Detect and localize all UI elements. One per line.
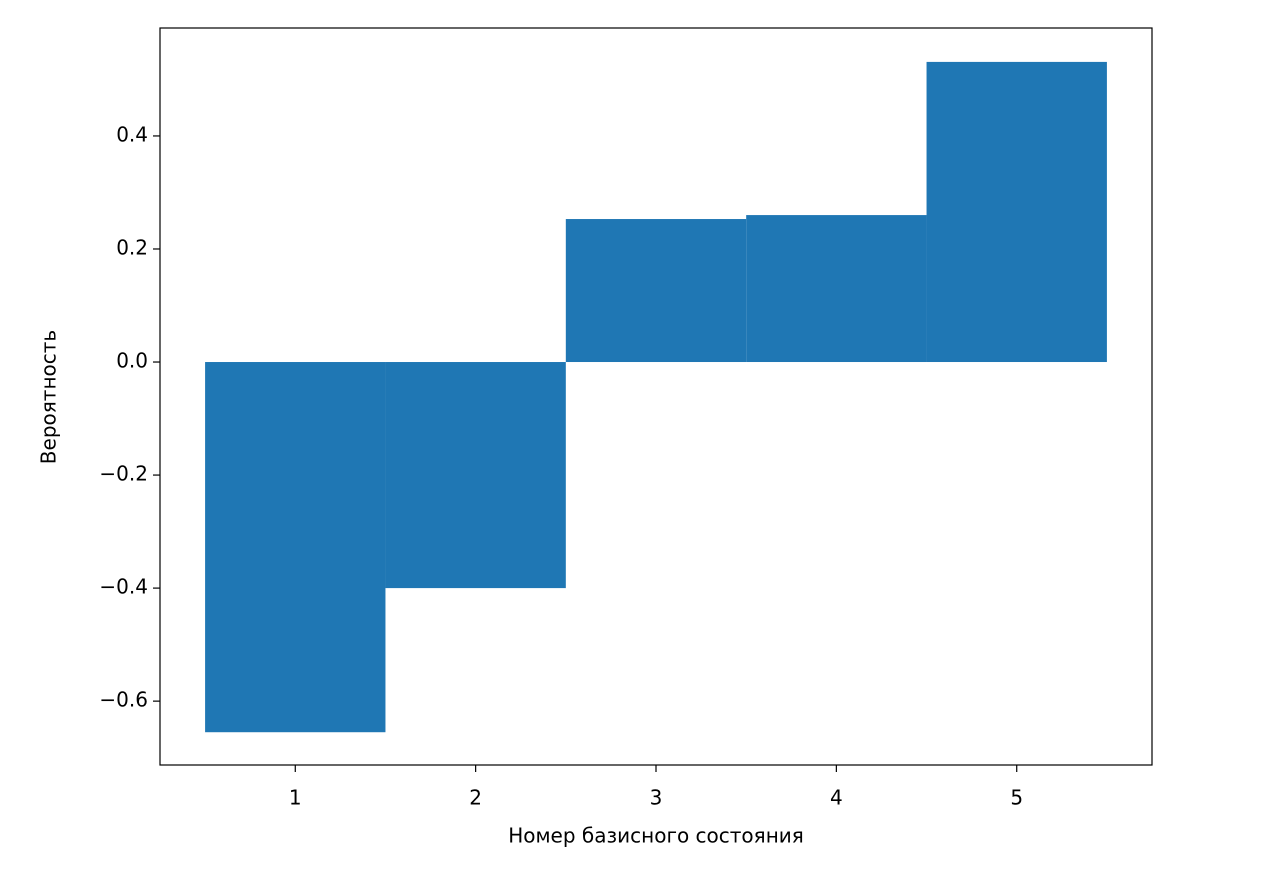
bar — [926, 61, 1107, 363]
y-tick-label: −0.2 — [99, 462, 148, 486]
x-tick-label: 1 — [289, 786, 302, 810]
x-tick-label: 5 — [1010, 786, 1023, 810]
y-tick-label: −0.4 — [99, 575, 148, 599]
y-tick-label: 0.0 — [116, 349, 148, 373]
y-tick-label: 0.2 — [116, 235, 148, 259]
bar — [205, 362, 386, 733]
bar — [385, 362, 566, 589]
x-tick-label: 3 — [650, 786, 663, 810]
bar — [746, 215, 927, 363]
y-axis-label: Вероятность — [37, 330, 61, 464]
plot-frame — [159, 27, 1153, 766]
x-axis-label: Номер базисного состояния — [508, 824, 804, 848]
x-tick-label: 2 — [469, 786, 482, 810]
bar — [565, 219, 747, 363]
y-tick-label: 0.4 — [116, 122, 148, 146]
x-tick-label: 4 — [830, 786, 843, 810]
y-tick-label: −0.6 — [99, 688, 148, 712]
